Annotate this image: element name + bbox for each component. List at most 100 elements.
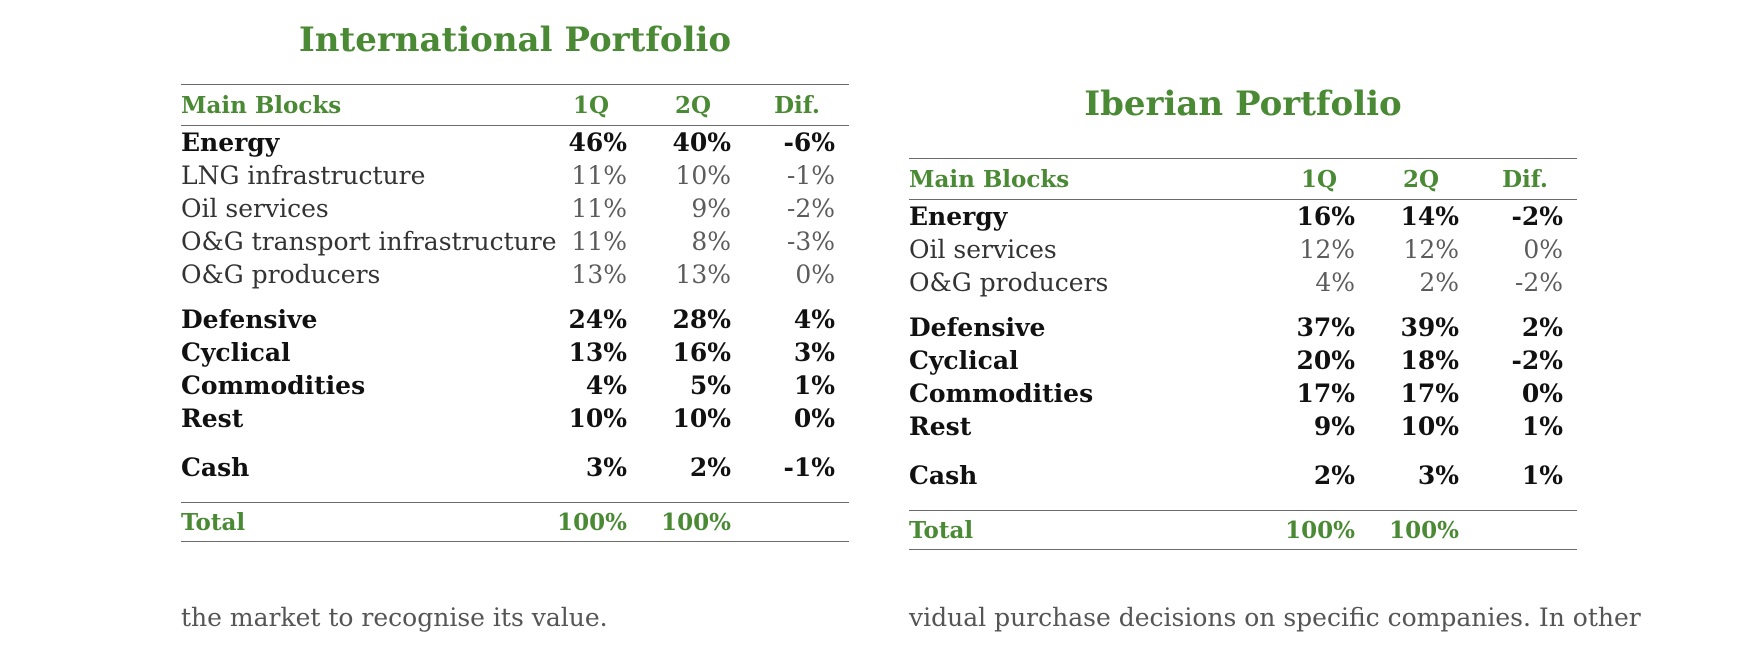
row-2q: 17%	[1400, 379, 1459, 408]
row-2q: 3%	[1417, 461, 1459, 490]
row-2q: 10%	[672, 404, 731, 433]
row-2q: 9%	[691, 194, 731, 223]
table-row: Commodities 17% 17% 0%	[909, 377, 1577, 410]
total-2q: 100%	[641, 502, 745, 542]
table-row: Energy 46% 40% -6%	[181, 126, 849, 160]
row-1q: 3%	[585, 453, 627, 482]
total-row: Total 100% 100%	[909, 510, 1577, 550]
row-dif: -2%	[1511, 202, 1563, 231]
row-2q: 10%	[1400, 412, 1459, 441]
row-2q: 16%	[672, 338, 731, 367]
row-1q: 37%	[1296, 313, 1355, 342]
row-2q: 39%	[1400, 313, 1459, 342]
table-row: Energy 16% 14% -2%	[909, 200, 1577, 234]
table-row: Oil services 11% 9% -2%	[181, 192, 849, 225]
header-dif: Dif.	[745, 84, 849, 126]
row-name: O&G producers	[181, 260, 381, 289]
row-name: Rest	[181, 404, 244, 433]
row-spacer	[909, 492, 1577, 511]
total-dif	[745, 502, 849, 542]
header-main-blocks: Main Blocks	[181, 84, 541, 126]
header-1q: 1Q	[1269, 158, 1369, 200]
row-name: O&G transport infrastructure	[181, 227, 557, 256]
row-dif: 2%	[1521, 313, 1563, 342]
table-row: Cyclical 13% 16% 3%	[181, 336, 849, 369]
table-row: Cash 2% 3% 1%	[909, 443, 1577, 492]
row-dif: 3%	[793, 338, 835, 367]
table-header-row: Main Blocks 1Q 2Q Dif.	[909, 158, 1577, 200]
table-row: Rest 9% 10% 1%	[909, 410, 1577, 443]
row-dif: 1%	[793, 371, 835, 400]
row-1q: 11%	[571, 194, 627, 223]
row-2q: 13%	[675, 260, 731, 289]
total-label: Total	[181, 502, 541, 542]
row-2q: 8%	[691, 227, 731, 256]
row-2q: 40%	[672, 128, 731, 157]
row-dif: -3%	[786, 227, 835, 256]
row-2q: 18%	[1400, 346, 1459, 375]
row-2q: 2%	[689, 453, 731, 482]
total-2q: 100%	[1369, 510, 1473, 550]
header-main-blocks: Main Blocks	[909, 158, 1269, 200]
table-header-row: Main Blocks 1Q 2Q Dif.	[181, 84, 849, 126]
row-dif: 1%	[1521, 412, 1563, 441]
table-row: Rest 10% 10% 0%	[181, 402, 849, 435]
row-name: Defensive	[909, 313, 1046, 342]
row-1q: 4%	[585, 371, 627, 400]
row-1q: 17%	[1296, 379, 1355, 408]
total-label: Total	[909, 510, 1269, 550]
row-dif: 1%	[1521, 461, 1563, 490]
table-row: Cyclical 20% 18% -2%	[909, 344, 1577, 377]
row-1q: 12%	[1299, 235, 1355, 264]
row-2q: 10%	[675, 161, 731, 190]
row-1q: 4%	[1315, 268, 1355, 297]
total-1q: 100%	[541, 502, 641, 542]
body-text-left: the market to recognise its value.	[181, 603, 608, 632]
row-2q: 28%	[672, 305, 731, 334]
row-dif: 0%	[793, 404, 835, 433]
row-1q: 11%	[571, 227, 627, 256]
header-2q: 2Q	[641, 84, 745, 126]
row-1q: 2%	[1313, 461, 1355, 490]
row-2q: 5%	[689, 371, 731, 400]
iberian-portfolio-panel: Iberian Portfolio Main Blocks 1Q 2Q Dif.…	[909, 64, 1577, 550]
row-1q: 24%	[568, 305, 627, 334]
row-name: Cyclical	[909, 346, 1019, 375]
iberian-portfolio-table: Main Blocks 1Q 2Q Dif. Energy 16% 14% -2…	[909, 158, 1577, 550]
row-dif: -2%	[1514, 268, 1563, 297]
row-name: Cash	[909, 461, 978, 490]
row-dif: 0%	[1523, 235, 1563, 264]
row-2q: 2%	[1419, 268, 1459, 297]
row-name: Energy	[181, 128, 280, 157]
international-portfolio-title: International Portfolio	[298, 20, 732, 60]
international-portfolio-panel: International Portfolio Main Blocks 1Q 2…	[181, 0, 849, 542]
row-dif: 4%	[793, 305, 835, 334]
header-2q: 2Q	[1369, 158, 1473, 200]
row-1q: 20%	[1296, 346, 1355, 375]
header-1q: 1Q	[541, 84, 641, 126]
row-spacer	[181, 484, 849, 503]
international-portfolio-table: Main Blocks 1Q 2Q Dif. Energy 46% 40% -6…	[181, 84, 849, 542]
row-name: LNG infrastructure	[181, 161, 426, 190]
row-1q: 9%	[1313, 412, 1355, 441]
row-name: O&G producers	[909, 268, 1109, 297]
row-1q: 46%	[568, 128, 627, 157]
table-row: Defensive 24% 28% 4%	[181, 291, 849, 336]
row-name: Oil services	[909, 235, 1057, 264]
total-dif	[1473, 510, 1577, 550]
table-row: Commodities 4% 5% 1%	[181, 369, 849, 402]
row-name: Oil services	[181, 194, 329, 223]
row-1q: 11%	[571, 161, 627, 190]
total-1q: 100%	[1269, 510, 1369, 550]
table-row: Oil services 12% 12% 0%	[909, 233, 1577, 266]
header-dif: Dif.	[1473, 158, 1577, 200]
row-1q: 13%	[568, 338, 627, 367]
row-dif: 0%	[795, 260, 835, 289]
row-1q: 16%	[1296, 202, 1355, 231]
table-row: LNG infrastructure 11% 10% -1%	[181, 159, 849, 192]
row-name: Defensive	[181, 305, 318, 334]
row-dif: -1%	[783, 453, 835, 482]
row-2q: 12%	[1403, 235, 1459, 264]
row-dif: -1%	[786, 161, 835, 190]
row-dif: -6%	[783, 128, 835, 157]
